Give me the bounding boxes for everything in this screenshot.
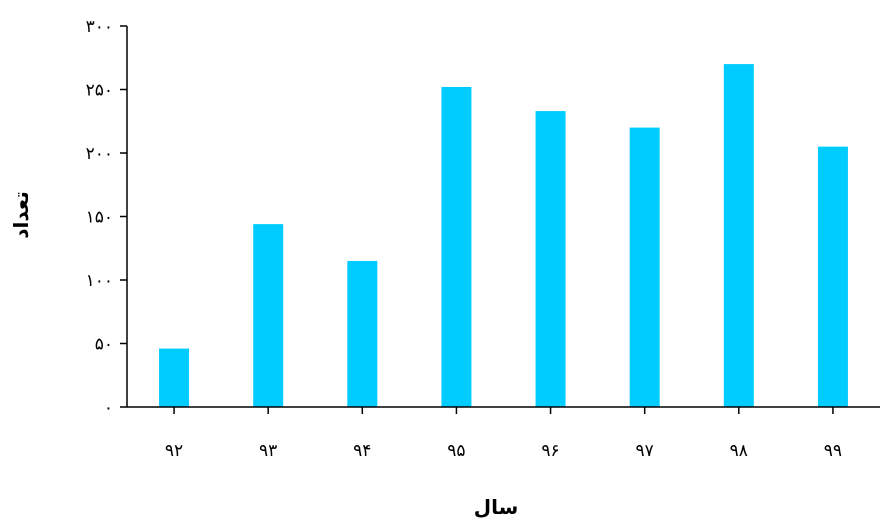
y-axis-title: تعداد [9,191,33,238]
bar [441,86,472,408]
x-tick-label: ۹۲ [165,441,183,461]
x-ticks-group: ۹۲ ۹۳ ۹۴ ۹۵ ۹۶ ۹۷ ۹۸ ۹۹ [165,407,842,461]
x-tick-label: ۹۹ [824,441,842,461]
bar [817,146,848,407]
x-tick-label: ۹۶ [541,441,559,461]
bar [535,111,566,407]
axes-group [126,26,880,408]
y-tick-label: ۲۰۰ [86,144,113,164]
y-tick-label: ۱۵۰ [86,208,113,228]
x-tick-label: ۹۵ [447,441,465,461]
y-tick-label: ۳۰۰ [86,17,113,37]
bars-group [159,64,848,408]
x-tick-label: ۹۷ [636,441,654,461]
bar [347,260,378,407]
x-tick-label: ۹۳ [259,441,277,461]
x-tick-label: ۹۴ [353,441,371,461]
y-tick-label: ۱۰۰ [86,271,113,291]
x-tick-label: ۹۸ [730,441,748,461]
bar [629,127,660,407]
bar [159,348,190,407]
y-tick-label: ۰ [104,398,113,418]
bar [723,64,754,407]
x-axis-title: سال [474,495,519,519]
y-tick-label: ۲۵۰ [86,81,113,101]
bar [253,224,284,407]
y-ticks-group: ۰ ۵۰ ۱۰۰ ۱۵۰ ۲۰۰ ۲۵۰ ۳۰۰ [86,17,127,418]
y-tick-label: ۵۰ [95,335,113,355]
